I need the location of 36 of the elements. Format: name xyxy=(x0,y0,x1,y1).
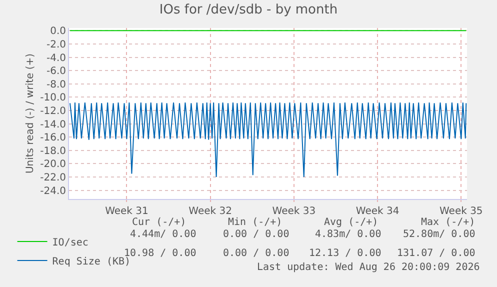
chart-title: IOs for /dev/sdb - by month xyxy=(159,2,338,18)
y-axis-title: Units read (-) / write (+) xyxy=(25,53,36,174)
x-tick-label: Week 35 xyxy=(439,206,483,217)
text: 12.13 / 0.00 xyxy=(309,248,382,259)
text: Last update: Wed Aug 26 20:00:09 2026 xyxy=(257,262,480,273)
y-tick-label: -12.0 xyxy=(40,106,66,118)
y-tick-label: -6.0 xyxy=(46,66,66,78)
text: 0.00 / 0.00 xyxy=(223,229,290,240)
y-tick-label: -8.0 xyxy=(46,79,66,90)
x-tick-label: Week 32 xyxy=(188,206,232,217)
text: 131.07 / 0.00 xyxy=(397,248,476,259)
x-tick-label: Week 33 xyxy=(272,206,316,217)
y-tick-label: -2.0 xyxy=(46,39,66,50)
y-tick-label: -10.0 xyxy=(40,92,66,104)
y-tick-label: -16.0 xyxy=(40,132,66,144)
text: Min (-/+) xyxy=(228,217,282,228)
y-tick-label: -24.0 xyxy=(40,186,66,197)
text: Max (-/+) xyxy=(421,217,476,228)
text: 52.80m/ 0.00 xyxy=(403,229,476,240)
legend-label: Req Size (KB) xyxy=(52,256,131,268)
text: 4.83m/ 0.00 xyxy=(315,229,382,240)
y-tick-label: -14.0 xyxy=(40,119,66,130)
text: 0.00 / 0.00 xyxy=(223,248,290,259)
x-tick-label: Week 34 xyxy=(356,206,400,217)
y-tick-label: -4.0 xyxy=(46,52,66,64)
line-series xyxy=(70,102,467,178)
y-tick-label: -22.0 xyxy=(40,172,66,184)
y-tick-label: -18.0 xyxy=(40,146,66,157)
text: Avg (-/+) xyxy=(324,217,378,228)
legend-label: IO/sec xyxy=(52,237,88,248)
text: 10.98 / 0.00 xyxy=(124,248,196,259)
x-tick-label: Week 31 xyxy=(105,206,148,217)
y-tick-label: 0.0 xyxy=(50,26,66,38)
text: 4.44m/ 0.00 xyxy=(130,229,196,240)
text: Cur (-/+) xyxy=(132,217,186,228)
y-tick-label: -20.0 xyxy=(40,159,66,170)
